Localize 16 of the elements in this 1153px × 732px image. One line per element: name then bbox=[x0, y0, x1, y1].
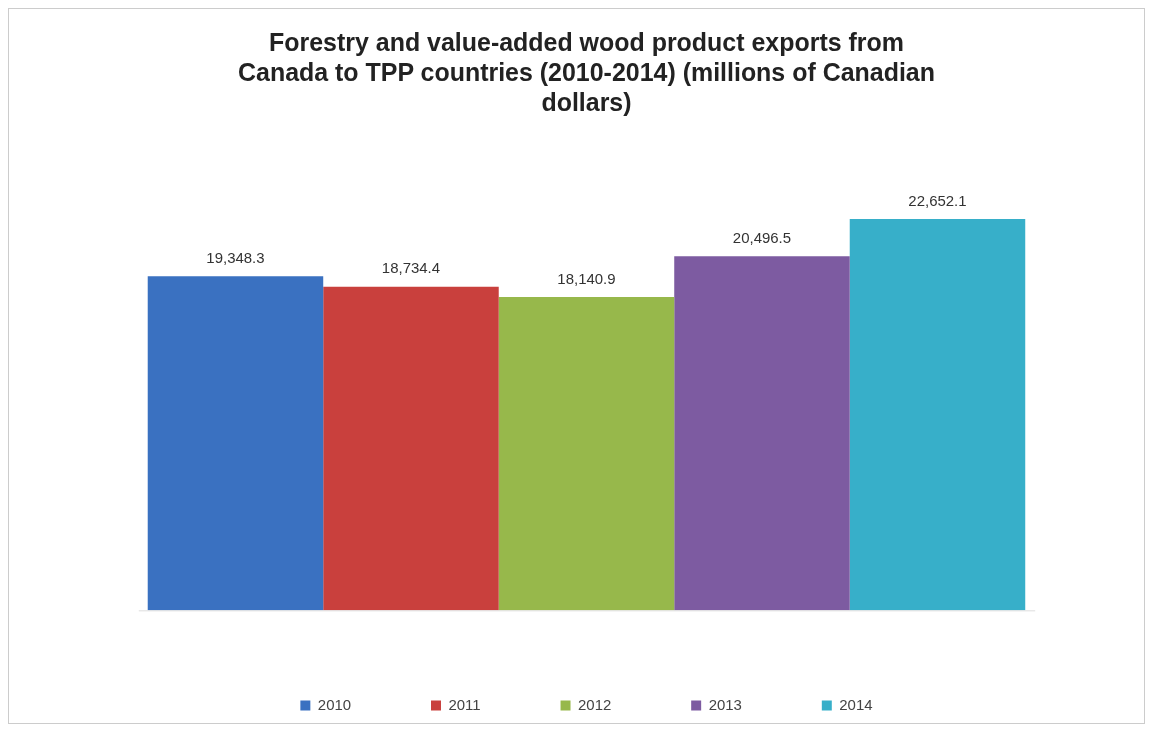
data-label: 19,348.3 bbox=[206, 248, 265, 266]
bar bbox=[498, 296, 675, 611]
legend-label: 2013 bbox=[708, 695, 742, 713]
legend-label: 2012 bbox=[578, 695, 612, 713]
data-label: 22,652.1 bbox=[908, 191, 967, 209]
bar bbox=[147, 276, 324, 611]
legend-label: 2011 bbox=[448, 695, 481, 713]
bar bbox=[674, 256, 850, 611]
chart-title: Forestry and value-added wood product exports from Canada to TPP countries (2010-2014) (millions of Canadian dollars) bbox=[238, 27, 935, 116]
data-label: 18,734.4 bbox=[381, 259, 441, 277]
data-label: 18,140.9 bbox=[557, 269, 616, 287]
bar bbox=[323, 286, 499, 611]
bar bbox=[849, 219, 1026, 611]
legend-label: 2014 bbox=[839, 695, 873, 713]
data-label: 20,496.5 bbox=[732, 228, 792, 246]
legend-label: 2010 bbox=[317, 695, 352, 713]
